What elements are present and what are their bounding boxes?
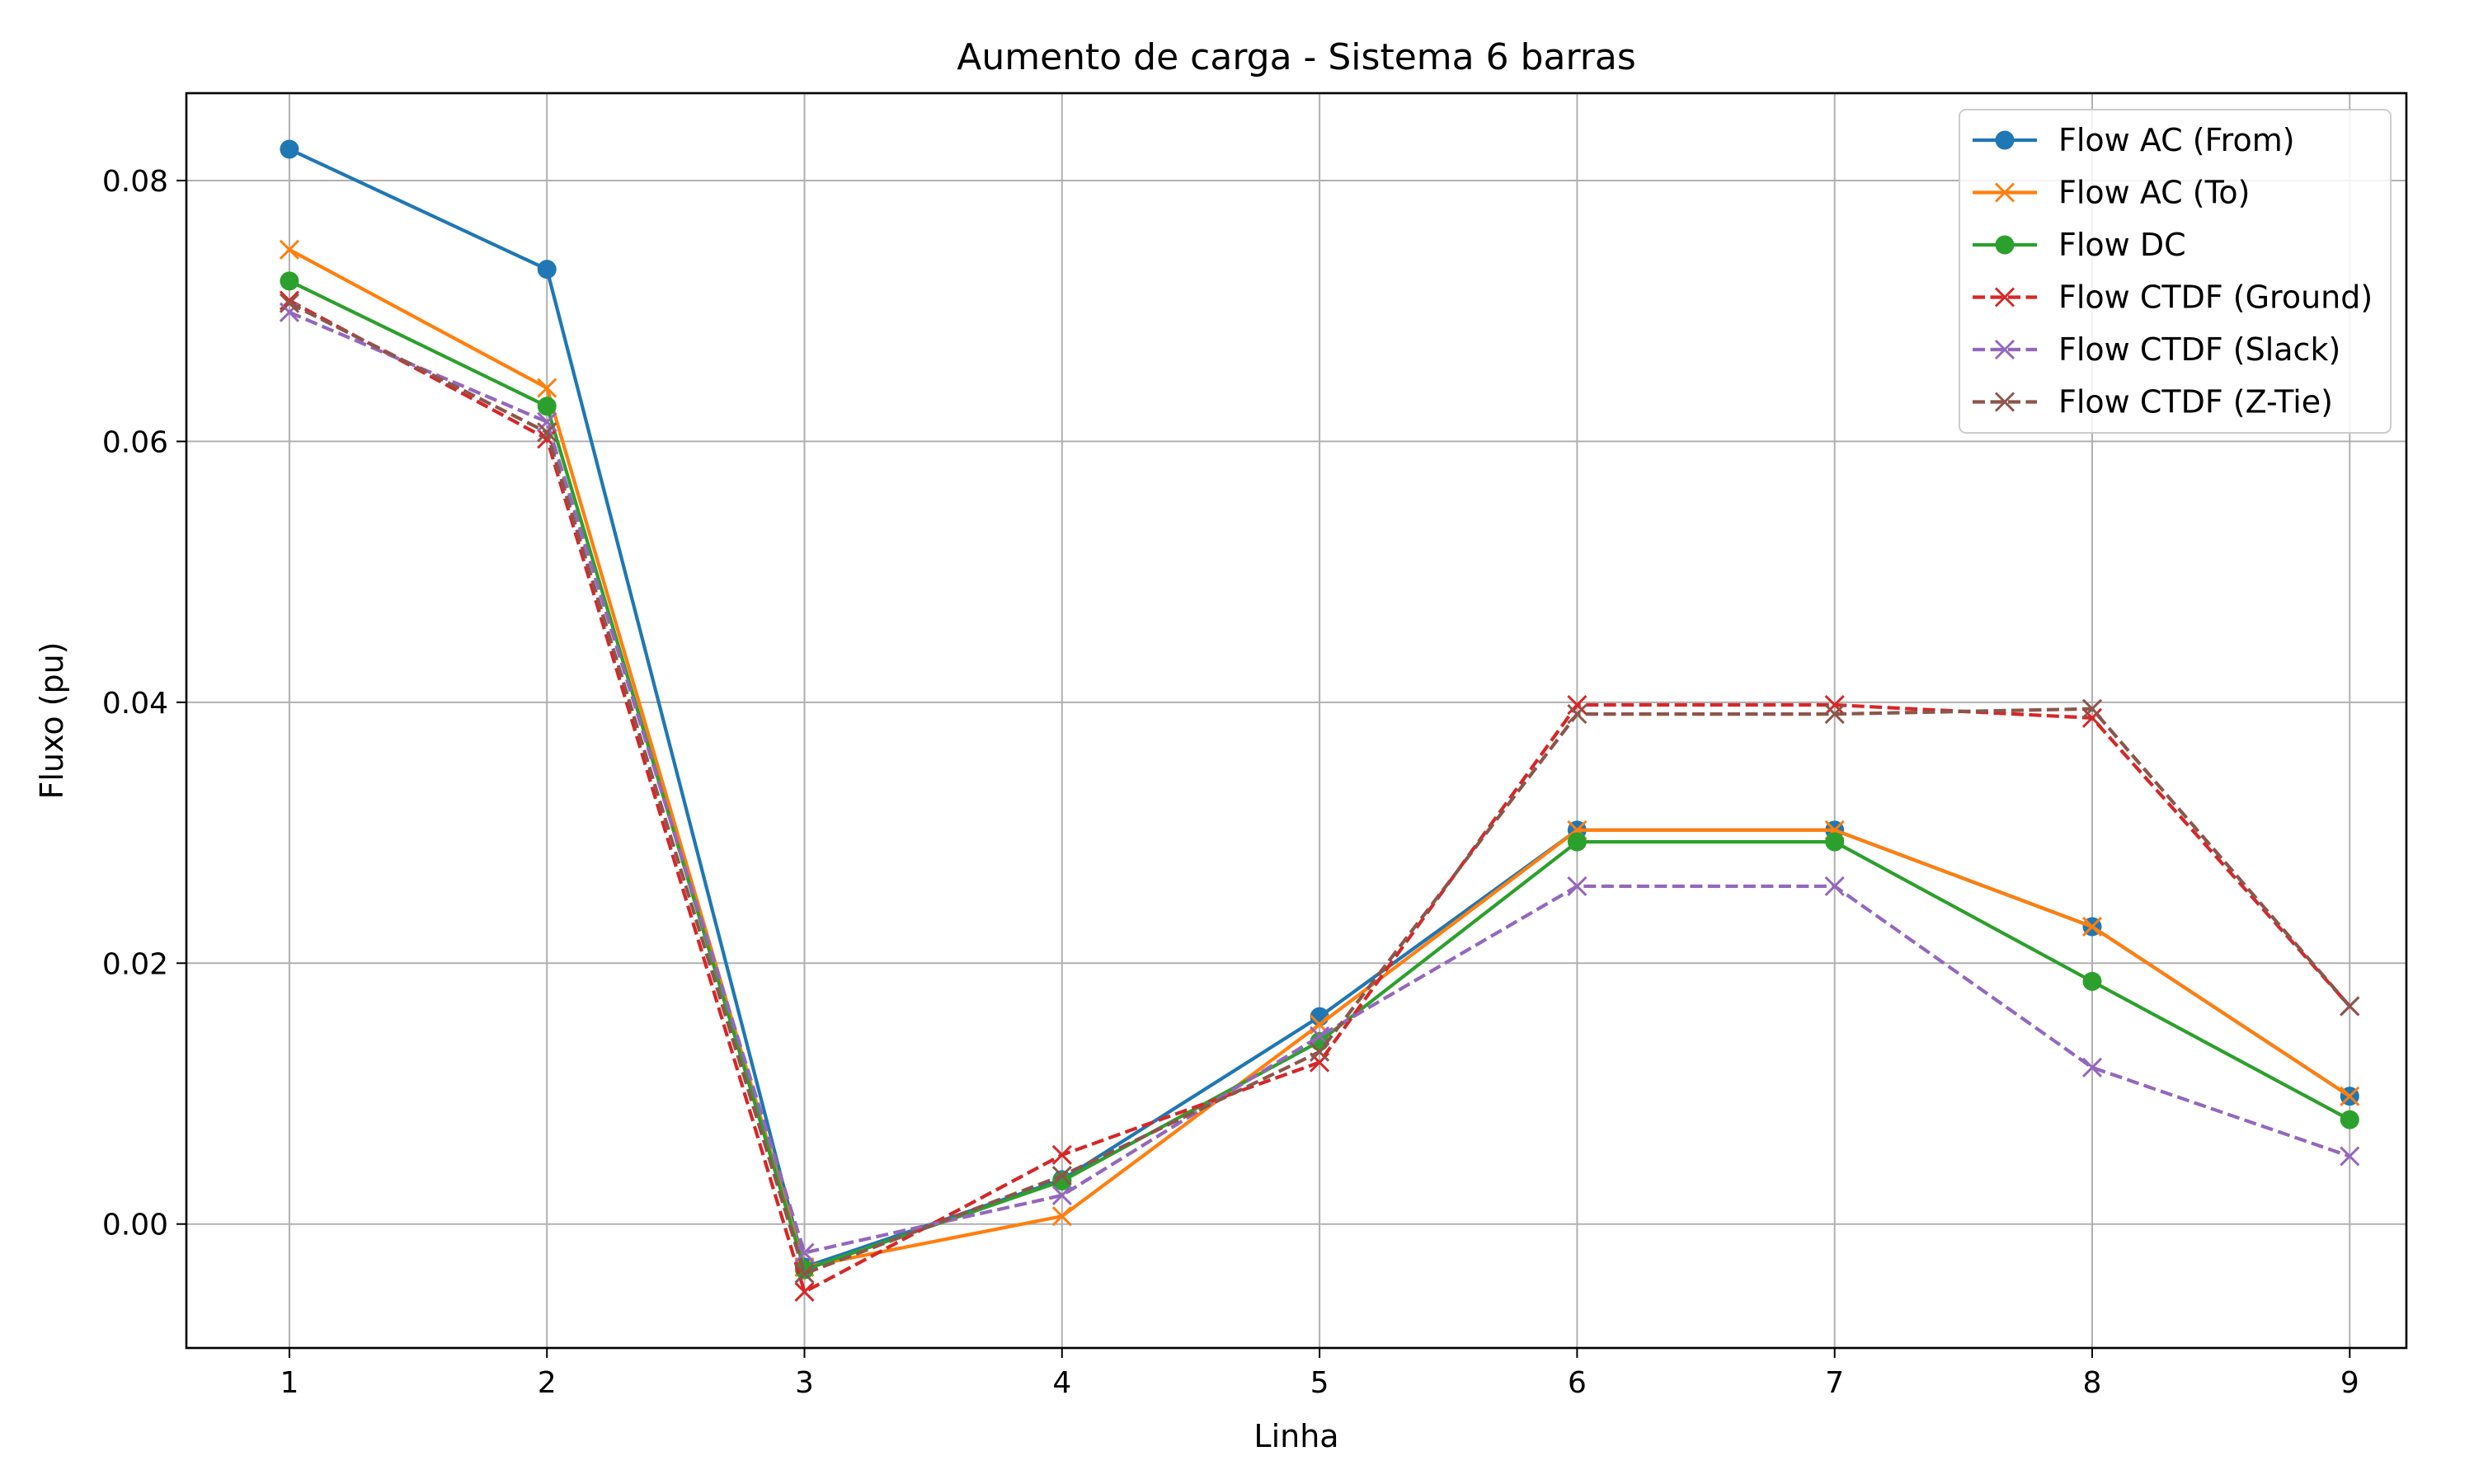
data-point bbox=[1567, 704, 1587, 725]
data-point bbox=[2340, 996, 2360, 1017]
x-axis-label: Linha bbox=[1253, 1418, 1338, 1454]
data-point bbox=[537, 422, 557, 443]
y-tick-label: 0.06 bbox=[102, 425, 168, 459]
x-tick-label: 3 bbox=[795, 1366, 814, 1400]
data-point bbox=[1994, 339, 2015, 360]
x-tick-label: 8 bbox=[2083, 1366, 2102, 1400]
y-tick-label: 0.04 bbox=[102, 687, 168, 721]
plot-frame bbox=[185, 92, 2408, 1350]
legend-label: Flow CTDF (Slack) bbox=[2058, 331, 2340, 368]
data-point bbox=[279, 293, 299, 313]
legend-label: Flow AC (To) bbox=[2058, 175, 2250, 211]
data-point bbox=[1994, 392, 2015, 412]
data-point bbox=[2081, 698, 2103, 719]
legend-label: Flow CTDF (Ground) bbox=[2058, 279, 2373, 316]
x-tick-label: 5 bbox=[1310, 1366, 1329, 1400]
chart-title: Aumento de carga - Sistema 6 barras bbox=[957, 36, 1636, 78]
y-axis-label: Fluxo (pu) bbox=[34, 641, 70, 799]
x-tick-label: 6 bbox=[1568, 1366, 1587, 1400]
data-point bbox=[1567, 832, 1587, 852]
series-line bbox=[289, 310, 2350, 1255]
axis-ticks: 1 2 3 4 5 6 7 8 9 0.00 0.02 0.04 0.06 0.08 bbox=[102, 165, 2359, 1400]
data-point bbox=[537, 260, 557, 279]
data-point bbox=[2081, 916, 2103, 937]
data-point bbox=[1994, 287, 2015, 308]
data-point bbox=[1051, 1185, 1072, 1205]
data-point bbox=[1995, 235, 2015, 255]
legend-label: Flow DC bbox=[2058, 227, 2186, 263]
data-point bbox=[1051, 1166, 1072, 1186]
series-layer bbox=[279, 139, 2360, 1303]
series-flow-ctdf-slack bbox=[279, 302, 2360, 1263]
data-point bbox=[279, 239, 299, 260]
data-point bbox=[2081, 707, 2103, 728]
data-point bbox=[794, 1242, 815, 1263]
data-point bbox=[2340, 1146, 2360, 1167]
y-tick-label: 0.00 bbox=[102, 1209, 168, 1242]
data-point bbox=[1825, 832, 1845, 852]
data-point bbox=[1994, 182, 2015, 203]
data-point bbox=[1567, 876, 1587, 896]
legend-label: Flow CTDF (Z-Tie) bbox=[2058, 384, 2333, 420]
data-point bbox=[2082, 971, 2102, 991]
legend: Flow AC (From) Flow AC (To) Flow DC Flow CT… bbox=[1959, 109, 2392, 434]
legend-box bbox=[1959, 109, 2392, 434]
series-flow-ctdf-z-tie bbox=[279, 293, 2360, 1284]
data-point bbox=[794, 1263, 815, 1284]
x-tick-label: 1 bbox=[280, 1366, 299, 1400]
data-point bbox=[2340, 1086, 2360, 1106]
x-tick-label: 2 bbox=[538, 1366, 557, 1400]
y-tick-label: 0.08 bbox=[102, 165, 168, 199]
data-point bbox=[1824, 704, 1845, 725]
y-tick-label: 0.02 bbox=[102, 947, 168, 981]
data-point bbox=[280, 139, 299, 159]
data-point bbox=[1051, 1206, 1072, 1227]
legend-label: Flow AC (From) bbox=[2058, 122, 2295, 158]
x-tick-label: 7 bbox=[1825, 1366, 1844, 1400]
data-point bbox=[1051, 1144, 1072, 1165]
data-point bbox=[794, 1281, 815, 1303]
data-point bbox=[1310, 1041, 1330, 1062]
data-point bbox=[1824, 694, 1845, 716]
data-point bbox=[1995, 130, 2015, 150]
data-point bbox=[537, 397, 557, 416]
x-tick-label: 9 bbox=[2340, 1366, 2359, 1400]
data-point bbox=[2340, 1110, 2359, 1129]
data-point bbox=[2081, 1057, 2103, 1078]
data-point bbox=[1824, 876, 1845, 896]
data-point bbox=[537, 378, 557, 398]
data-point bbox=[280, 271, 299, 291]
data-point bbox=[1567, 694, 1587, 716]
x-tick-label: 4 bbox=[1052, 1366, 1071, 1400]
